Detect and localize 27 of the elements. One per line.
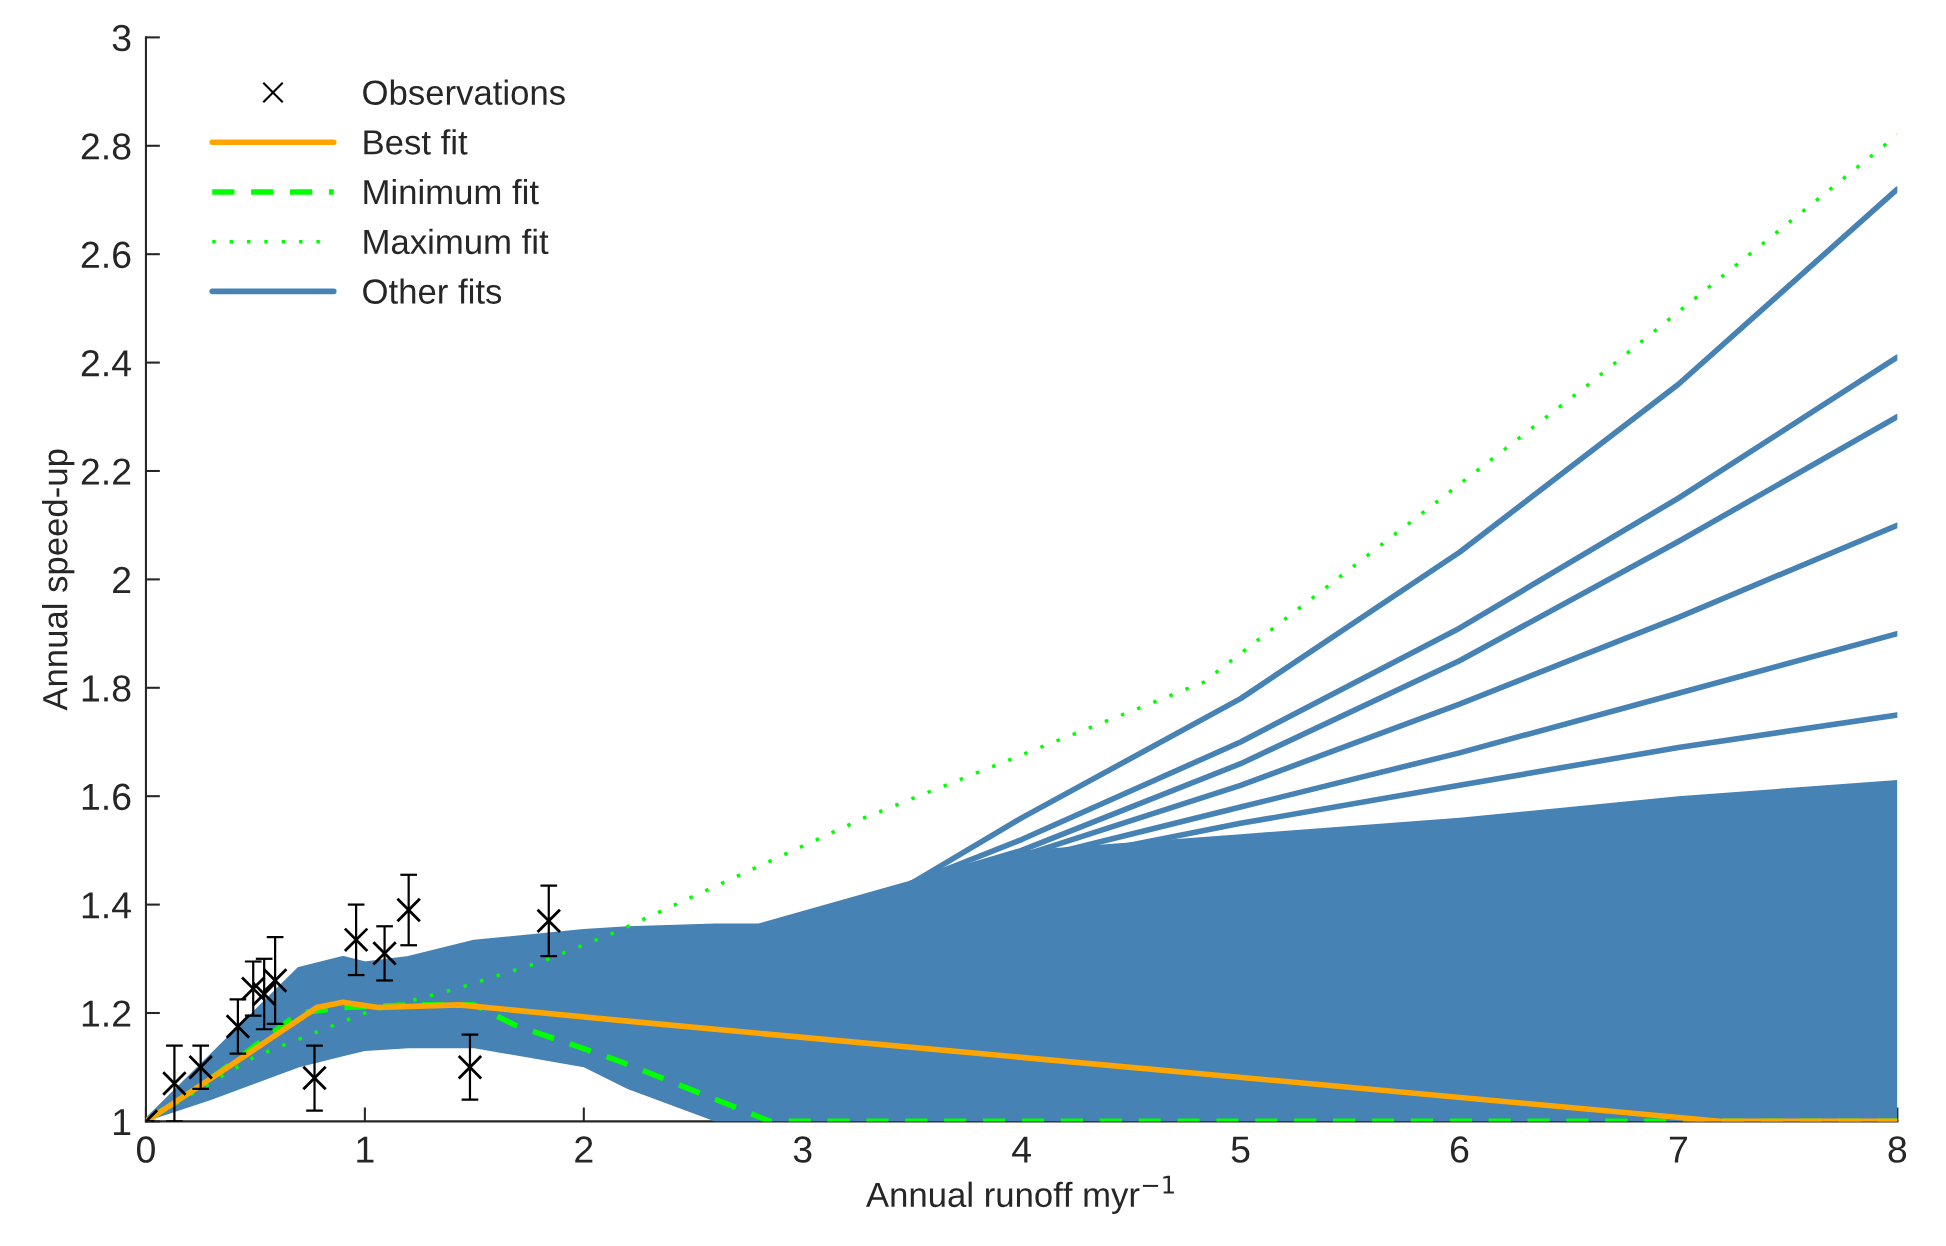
x-tick-label: 1 [357, 1136, 374, 1163]
y-tick-label: 2.8 [81, 133, 131, 160]
legend-label: Other fits [363, 278, 502, 304]
x-axis-title: Annual runoff myr$^{−1}$ [865, 1175, 1174, 1215]
y-tick-label: 1.2 [82, 1000, 131, 1027]
y-tick-label: 2.4 [81, 349, 131, 377]
x-tick-label: 3 [793, 1136, 812, 1163]
x-tick-label: 0 [136, 1136, 155, 1163]
y-tick-label: 1.4 [82, 892, 131, 919]
y-tick-label: 1 [114, 1109, 131, 1135]
legend-label: Observations [363, 79, 565, 105]
x-tick-label: 7 [1669, 1136, 1687, 1163]
x-tick-label: 5 [1231, 1136, 1250, 1163]
legend-label: Best fit [364, 129, 468, 155]
x-tick-label: 4 [1012, 1136, 1031, 1163]
x-tick-label: 8 [1888, 1136, 1907, 1163]
y-tick-label: 1.6 [82, 783, 131, 811]
y-axis-title: Annual speed-up [42, 449, 75, 711]
y-tick-label: 3 [112, 24, 131, 52]
legend-label: Minimum fit [364, 178, 539, 205]
y-tick-label: 2.2 [81, 458, 131, 485]
y-tick-label: 1.8 [82, 675, 131, 702]
y-tick-label: 2 [113, 566, 131, 593]
x-tick-label: 6 [1450, 1136, 1469, 1163]
y-tick-label: 2.6 [81, 241, 131, 269]
legend-label: Maximum fit [364, 228, 549, 255]
x-tick-label: 2 [575, 1136, 593, 1163]
